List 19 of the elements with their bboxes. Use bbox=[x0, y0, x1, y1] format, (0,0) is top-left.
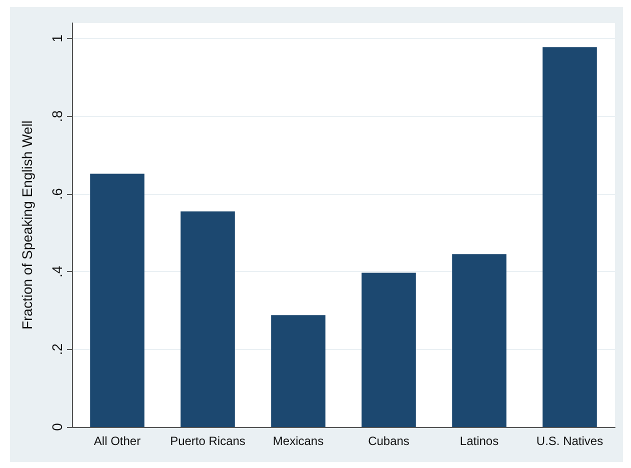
y-tick-label: .8 bbox=[49, 110, 65, 122]
y-tick-label: .6 bbox=[49, 188, 65, 200]
bar bbox=[362, 272, 416, 427]
bar bbox=[452, 254, 506, 427]
y-axis-title: Fraction of Speaking English Well bbox=[19, 120, 35, 330]
x-tick-label: Cubans bbox=[368, 434, 410, 448]
y-tick-label: 0 bbox=[49, 422, 65, 431]
x-tick-label: Latinos bbox=[460, 434, 499, 448]
x-tick-label: Puerto Ricans bbox=[170, 434, 246, 448]
bar bbox=[542, 47, 597, 427]
y-tick-label: 1 bbox=[49, 34, 65, 42]
x-tick-label: U.S. Natives bbox=[536, 434, 604, 448]
x-tick-label: All Other bbox=[94, 434, 141, 448]
bar bbox=[271, 315, 326, 427]
bar bbox=[90, 174, 144, 427]
y-tick-label: .2 bbox=[49, 343, 65, 356]
bar bbox=[180, 211, 235, 427]
x-tick-label: Mexicans bbox=[272, 434, 324, 448]
y-tick-label: .4 bbox=[49, 266, 65, 278]
